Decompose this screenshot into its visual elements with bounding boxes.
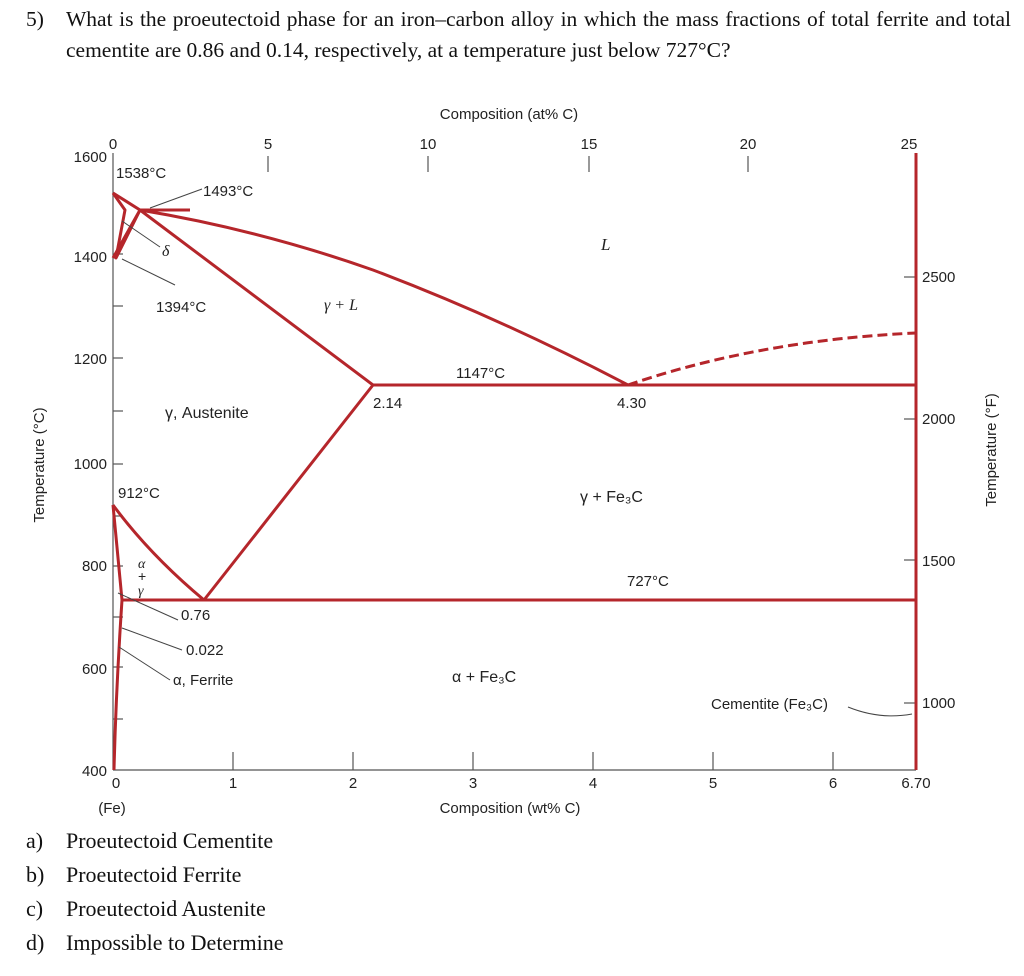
right-tick: 1000 [922, 695, 955, 712]
liquidus-solidus-line [112, 191, 916, 387]
bottom-tick: 5 [709, 775, 717, 792]
bottom-tick: 2 [349, 775, 357, 792]
left-tick: 600 [82, 661, 107, 678]
bottom-tick: 1 [229, 775, 237, 792]
label-912: 912°C [118, 485, 160, 502]
answer-options: a) Proeutectoid Cementite b) Proeutectoid … [26, 824, 284, 960]
top-tick: 0 [109, 136, 117, 153]
label-ferrite: α, Ferrite [173, 672, 233, 689]
bottom-tick: 0 [112, 775, 120, 792]
left-axis-label: Temperature (°C) [31, 407, 48, 522]
solvus-line [112, 599, 124, 771]
bottom-axis-label: Composition (wt% C) [440, 800, 581, 817]
label-austenite: γ, Austenite [165, 405, 249, 422]
fe-origin-note: (Fe) [98, 800, 126, 817]
option-b[interactable]: b) Proeutectoid Ferrite [26, 862, 242, 887]
label-0-022: 0.022 [186, 642, 224, 659]
left-tick: 1200 [74, 351, 107, 368]
delta-gamma-boundary [111, 209, 142, 259]
cementite-liquidus-dashed [627, 331, 917, 387]
label-4-30: 4.30 [617, 395, 646, 412]
label-delta: δ [162, 243, 170, 260]
bottom-tick: 3 [469, 775, 477, 792]
option-a[interactable]: a) Proeutectoid Cementite [26, 828, 274, 853]
label-gamma-plus-liquid: γ + L [324, 297, 358, 314]
label-liquid: L [600, 235, 610, 254]
left-tick: 1600 [74, 149, 107, 166]
question-number: 5) [26, 7, 44, 31]
label-cementite: Cementite (Fe₃C) [711, 696, 828, 713]
top-tick: 25 [901, 136, 918, 153]
label-gamma-sym: γ [138, 584, 144, 599]
label-alpha-sym: α [138, 557, 146, 572]
bottom-tick: 6 [829, 775, 837, 792]
label-plus-sym: + [138, 568, 146, 584]
left-tick: 800 [82, 558, 107, 575]
left-tick: 1000 [74, 456, 107, 473]
liquidus-line [139, 208, 629, 387]
top-axis-label: Composition (at% C) [440, 106, 578, 123]
top-tick: 20 [740, 136, 757, 153]
top-tick: 15 [581, 136, 598, 153]
label-0-76: 0.76 [181, 607, 210, 624]
bottom-tick: 6.70 [901, 775, 930, 792]
top-tick: 10 [420, 136, 437, 153]
a3-line [111, 504, 205, 602]
right-tick: 2500 [922, 269, 955, 286]
delta-region-boundary [111, 192, 190, 260]
label-727: 727°C [627, 573, 669, 590]
label-pointers [117, 188, 913, 717]
label-1147: 1147°C [456, 365, 505, 382]
right-tick: 1500 [922, 553, 955, 570]
label-1394: 1394°C [156, 299, 206, 316]
label-1493: 1493°C [203, 183, 253, 200]
label-1538: 1538°C [116, 165, 166, 182]
right-axis-label: Temperature (°F) [983, 393, 1000, 507]
top-tick: 5 [264, 136, 272, 153]
right-tick: 2000 [922, 411, 955, 428]
phase-boundaries [111, 153, 918, 771]
alpha-gamma-boundary [111, 504, 124, 601]
question-text: What is the proeutectoid phase for an ir… [66, 7, 1011, 62]
label-gamma-fe3c: γ + Fe₃C [580, 489, 643, 506]
option-c[interactable]: c) Proeutectoid Austenite [26, 896, 266, 921]
left-tick: 1400 [74, 249, 107, 266]
label-alpha-fe3c: α + Fe₃C [452, 669, 516, 686]
acm-line [202, 384, 375, 601]
option-d[interactable]: d) Impossible to Determine [26, 930, 284, 955]
left-tick: 400 [82, 763, 107, 780]
label-2-14: 2.14 [373, 395, 402, 412]
bottom-tick: 4 [589, 775, 597, 792]
